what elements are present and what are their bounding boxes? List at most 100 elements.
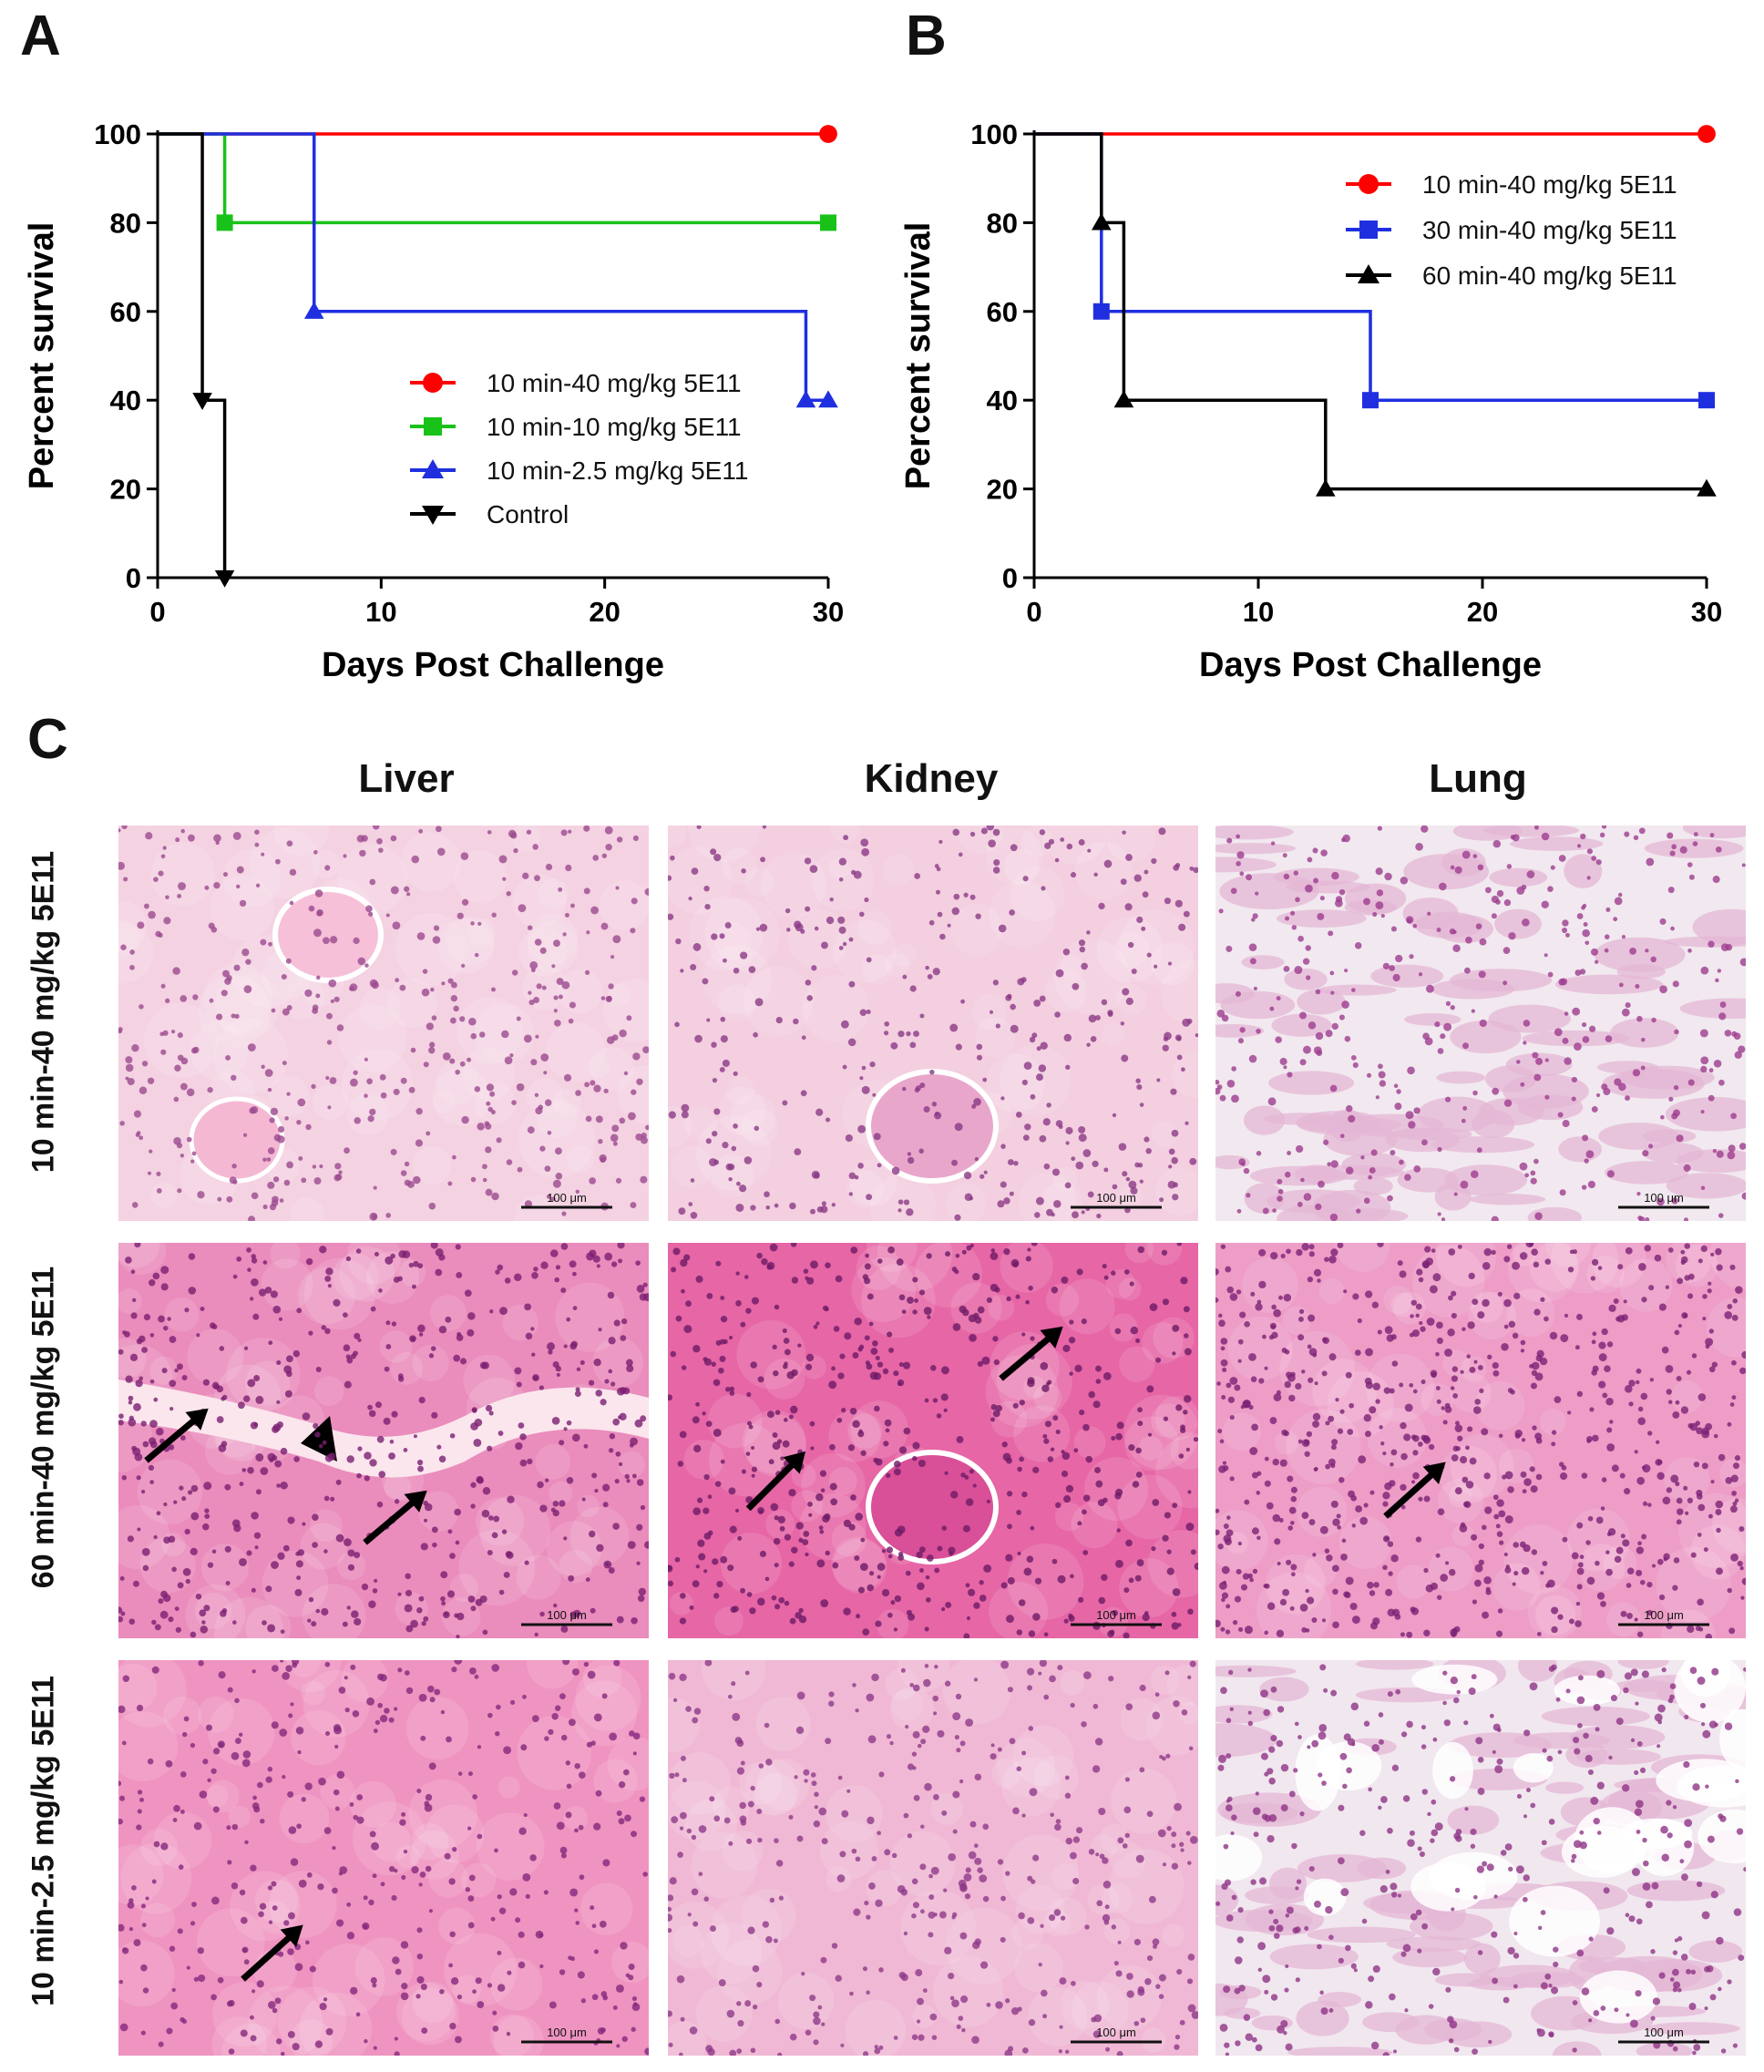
cell-nucleus bbox=[292, 1349, 301, 1358]
tissue-texture bbox=[118, 1660, 187, 1728]
cell-nucleus bbox=[960, 999, 965, 1004]
cell-nucleus bbox=[1102, 1881, 1112, 1889]
alveolar-wall bbox=[1602, 1069, 1705, 1099]
cell-nucleus bbox=[1180, 1848, 1185, 1852]
cell-nucleus bbox=[1430, 1838, 1435, 1843]
data-point bbox=[1698, 392, 1715, 409]
cell-nucleus bbox=[951, 1999, 959, 2008]
cell-nucleus bbox=[591, 1994, 599, 2001]
cell-nucleus bbox=[1231, 1894, 1237, 1901]
cell-nucleus bbox=[1384, 872, 1392, 881]
cell-nucleus bbox=[1595, 1560, 1600, 1566]
cell-nucleus bbox=[1136, 1084, 1143, 1091]
cell-nucleus bbox=[1435, 1386, 1441, 1390]
cell-nucleus bbox=[907, 1833, 913, 1839]
cell-nucleus bbox=[385, 1320, 391, 1326]
cell-nucleus bbox=[1305, 1588, 1309, 1594]
cell-nucleus bbox=[390, 835, 397, 842]
cell-nucleus bbox=[1533, 826, 1539, 830]
cell-nucleus bbox=[240, 1916, 248, 1924]
cell-nucleus bbox=[1040, 1923, 1044, 1928]
cell-nucleus bbox=[1589, 1407, 1595, 1412]
tissue-texture bbox=[270, 1243, 301, 1269]
cell-nucleus bbox=[928, 1911, 936, 1919]
alveolar-wall bbox=[1642, 1129, 1697, 1144]
cell-nucleus bbox=[411, 855, 420, 864]
cell-nucleus bbox=[1097, 1499, 1105, 1507]
cell-nucleus bbox=[297, 1749, 302, 1755]
cell-nucleus bbox=[1425, 1584, 1434, 1593]
cell-nucleus bbox=[918, 1459, 926, 1468]
cell-nucleus bbox=[165, 1759, 173, 1768]
cell-nucleus bbox=[1713, 1059, 1722, 1068]
cell-nucleus bbox=[315, 975, 321, 980]
tissue-texture bbox=[210, 876, 275, 941]
cell-nucleus bbox=[305, 1123, 312, 1131]
cell-nucleus bbox=[848, 980, 856, 988]
cell-nucleus bbox=[882, 1368, 889, 1375]
cell-nucleus bbox=[740, 1760, 745, 1766]
alveolar-wall bbox=[1469, 1193, 1546, 1205]
cell-nucleus bbox=[1703, 1547, 1708, 1553]
cell-nucleus bbox=[467, 1328, 475, 1337]
cell-nucleus bbox=[805, 1363, 813, 1370]
cell-nucleus bbox=[1096, 1900, 1103, 1907]
cell-nucleus bbox=[719, 933, 725, 939]
cell-nucleus bbox=[1415, 1536, 1422, 1543]
cell-nucleus bbox=[1559, 1189, 1566, 1196]
cell-nucleus bbox=[692, 1345, 701, 1353]
cell-nucleus bbox=[1297, 1334, 1305, 1341]
cell-nucleus bbox=[251, 1989, 256, 1994]
cell-nucleus bbox=[1222, 1367, 1227, 1372]
cell-nucleus bbox=[1461, 1118, 1466, 1123]
cell-nucleus bbox=[1189, 1157, 1197, 1165]
cell-nucleus bbox=[487, 830, 492, 835]
cell-nucleus bbox=[1592, 1434, 1599, 1442]
cell-nucleus bbox=[803, 1769, 810, 1776]
cell-nucleus bbox=[1252, 913, 1258, 919]
cell-nucleus bbox=[969, 831, 976, 837]
cell-nucleus bbox=[912, 1441, 920, 1450]
cell-nucleus bbox=[1092, 1765, 1101, 1773]
cell-nucleus bbox=[585, 1577, 590, 1582]
cell-nucleus bbox=[889, 1740, 894, 1746]
cell-nucleus bbox=[1397, 1893, 1401, 1898]
cell-nucleus bbox=[1290, 1564, 1297, 1571]
cell-nucleus bbox=[690, 1211, 698, 1219]
cell-nucleus bbox=[1118, 1143, 1127, 1151]
cell-nucleus bbox=[1550, 865, 1555, 870]
cell-nucleus bbox=[642, 1282, 648, 1287]
cell-nucleus bbox=[703, 1358, 712, 1366]
cell-nucleus bbox=[1396, 1089, 1401, 1094]
cell-nucleus bbox=[1676, 1519, 1682, 1525]
cell-nucleus bbox=[1631, 1868, 1640, 1877]
cell-nucleus bbox=[1311, 1616, 1318, 1624]
cell-nucleus bbox=[1270, 1686, 1277, 1693]
cell-nucleus bbox=[584, 969, 590, 975]
cell-nucleus bbox=[952, 1323, 961, 1331]
cell-nucleus bbox=[1239, 1027, 1246, 1033]
cell-nucleus bbox=[1049, 1675, 1056, 1683]
cell-nucleus bbox=[1449, 1776, 1456, 1782]
cell-nucleus bbox=[1404, 1403, 1413, 1412]
cell-nucleus bbox=[1469, 1367, 1476, 1373]
scale-bar-label: 100 μm bbox=[1096, 2026, 1136, 2039]
cell-nucleus bbox=[438, 1455, 446, 1463]
cell-nucleus bbox=[403, 1849, 408, 1854]
cell-nucleus bbox=[1618, 982, 1624, 988]
alveolar-wall bbox=[1468, 1976, 1532, 1991]
cell-nucleus bbox=[1685, 1511, 1689, 1515]
cell-nucleus bbox=[1434, 1021, 1441, 1028]
cell-nucleus bbox=[400, 1992, 409, 2001]
cell-nucleus bbox=[411, 1865, 419, 1874]
cell-nucleus bbox=[1215, 1508, 1220, 1513]
cell-nucleus bbox=[347, 1564, 355, 1571]
cell-nucleus bbox=[1492, 1087, 1500, 1095]
cell-nucleus bbox=[314, 2040, 323, 2048]
cell-nucleus bbox=[1689, 1667, 1697, 1675]
series-line bbox=[158, 132, 828, 402]
cell-nucleus bbox=[171, 1987, 176, 1992]
cell-nucleus bbox=[800, 928, 805, 934]
cell-nucleus bbox=[364, 1093, 368, 1098]
cell-nucleus bbox=[369, 1831, 376, 1838]
